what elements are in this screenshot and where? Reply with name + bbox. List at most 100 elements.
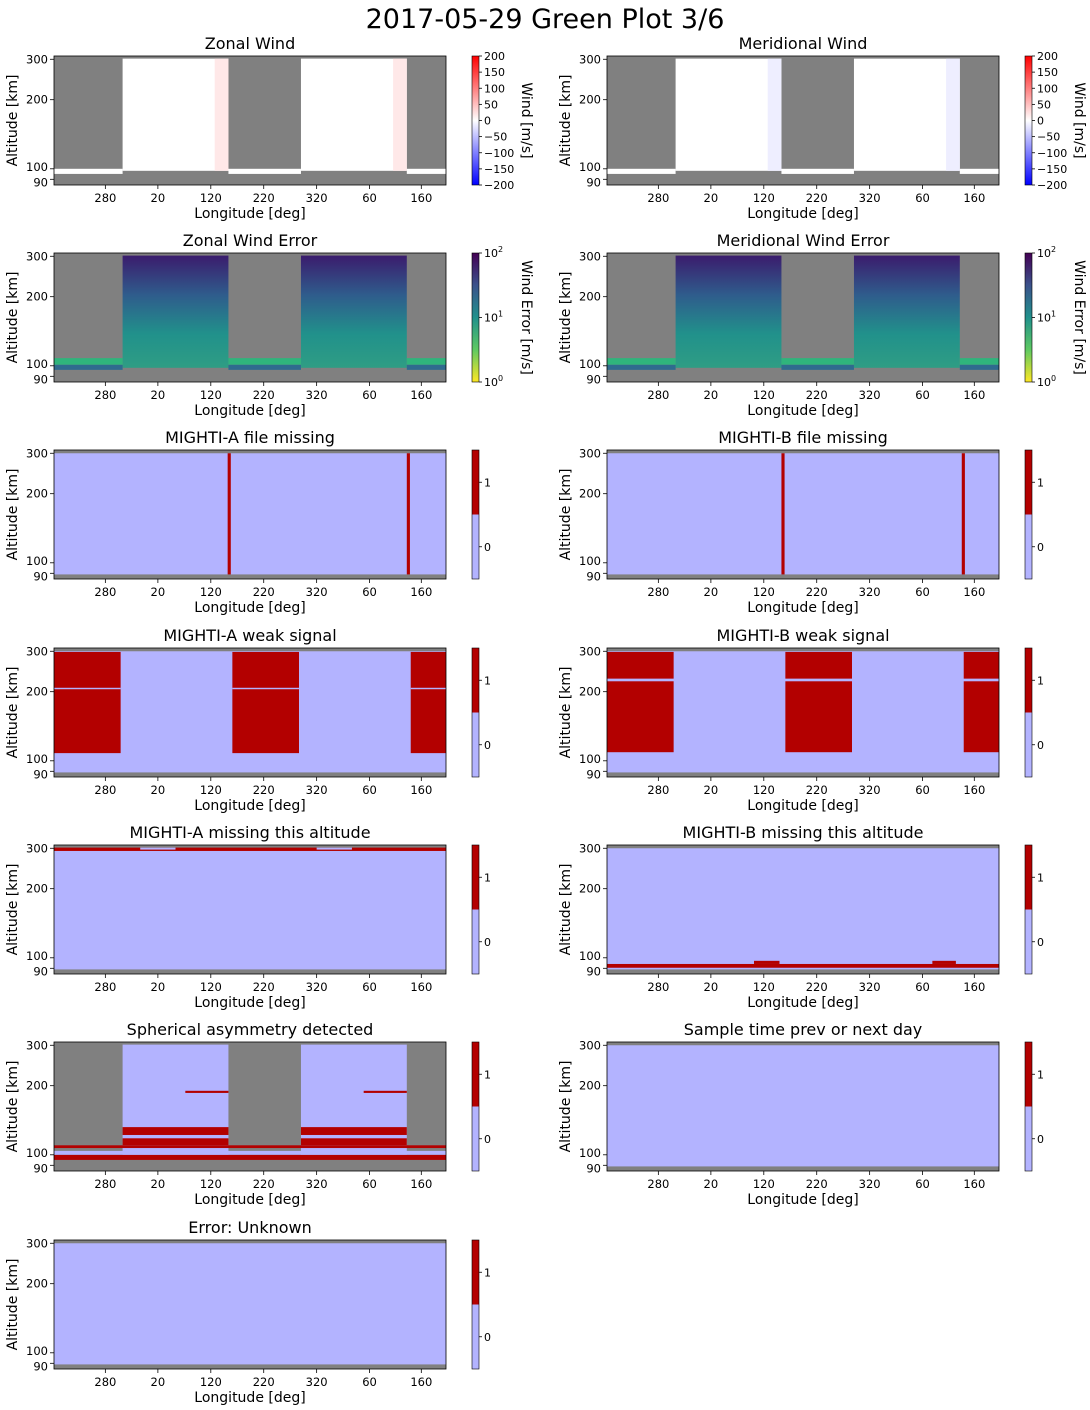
colorbar-tick-label: 100 bbox=[484, 374, 503, 389]
colorbar-tick-label: 0 bbox=[1037, 541, 1044, 554]
heatmap-content bbox=[54, 56, 446, 185]
y-tick-label: 100 bbox=[579, 949, 601, 963]
error-low-band bbox=[959, 364, 999, 370]
flag-0-gap bbox=[316, 847, 352, 850]
colorbar-fill-1 bbox=[1025, 845, 1032, 910]
x-tick-label: 320 bbox=[859, 980, 881, 994]
y-tick-label: 200 bbox=[26, 1079, 48, 1093]
error-low-band bbox=[959, 358, 999, 365]
y-tick-label: 100 bbox=[26, 357, 48, 371]
x-tick-label: 280 bbox=[94, 783, 116, 797]
colorbar-fill bbox=[472, 56, 479, 185]
colorbar-frame bbox=[471, 844, 480, 975]
colorbar-label: Wind Error [m/s] bbox=[518, 260, 534, 375]
x-tick-label: 20 bbox=[151, 980, 166, 994]
heatmap-content bbox=[54, 648, 446, 777]
wind-edge-band bbox=[946, 58, 960, 171]
wind-data-block bbox=[853, 58, 960, 171]
y-tick-label: 200 bbox=[579, 93, 601, 107]
colorbar: 102 101 100 Wind Error [m/s] bbox=[1024, 245, 1087, 389]
colorbar: 10 bbox=[471, 647, 491, 778]
y-tick-label: 90 bbox=[586, 175, 601, 189]
flag-1-block bbox=[785, 681, 852, 753]
colorbar-tick-label: 100 bbox=[1037, 82, 1058, 95]
y-axis-label: Altitude [km] bbox=[5, 864, 21, 956]
y-tick-label: 90 bbox=[33, 175, 48, 189]
x-tick-label: 120 bbox=[753, 783, 775, 797]
x-tick-label: 20 bbox=[151, 783, 166, 797]
panel-mighti-a-missing-this-altitude: MIGHTI-A missing this altitude3002001009… bbox=[5, 823, 491, 1011]
flag-0-region bbox=[54, 453, 446, 575]
colorbar-fill-1 bbox=[472, 1240, 479, 1305]
axes-frame bbox=[606, 449, 1000, 580]
y-tick-label: 100 bbox=[579, 160, 601, 174]
flag-0-region bbox=[607, 1045, 999, 1167]
x-tick-label: 220 bbox=[806, 191, 828, 205]
flag-1-block bbox=[963, 681, 999, 753]
y-tick-label: 100 bbox=[26, 1344, 48, 1358]
heatmap-content bbox=[54, 450, 446, 579]
x-tick-label: 160 bbox=[963, 191, 985, 205]
y-tick-label: 90 bbox=[33, 964, 48, 978]
x-tick-label: 220 bbox=[806, 783, 828, 797]
colorbar-fill bbox=[472, 253, 479, 382]
y-axis-label: Altitude [km] bbox=[558, 1061, 574, 1153]
colorbar-tick-label: 200 bbox=[1037, 50, 1058, 63]
y-tick-label: 200 bbox=[26, 685, 48, 699]
x-axis-label: Longitude [deg] bbox=[194, 1390, 305, 1406]
panel-mighti-b-missing-this-altitude: MIGHTI-B missing this altitude3002001009… bbox=[558, 823, 1044, 1011]
colorbar: 10 bbox=[471, 1041, 491, 1172]
flag-1-bump bbox=[932, 960, 956, 964]
x-tick-label: 320 bbox=[859, 191, 881, 205]
y-tick-label: 100 bbox=[26, 1146, 48, 1160]
wind-data-block bbox=[122, 58, 229, 171]
x-tick-label: 20 bbox=[704, 388, 719, 402]
axes-frame bbox=[606, 647, 1000, 778]
x-axis-label: Longitude [deg] bbox=[194, 995, 305, 1011]
panel-title: Meridional Wind bbox=[739, 34, 868, 53]
colorbar: 10 bbox=[471, 1239, 491, 1370]
y-axis-label: Altitude [km] bbox=[5, 272, 21, 364]
x-tick-label: 220 bbox=[253, 980, 275, 994]
x-axis-label: Longitude [deg] bbox=[194, 206, 305, 222]
flag-1-band bbox=[300, 1127, 407, 1135]
x-tick-label: 120 bbox=[200, 980, 222, 994]
colorbar-tick-label: 101 bbox=[1037, 310, 1056, 325]
axes-frame bbox=[53, 1041, 447, 1172]
x-tick-label: 120 bbox=[200, 1375, 222, 1389]
x-tick-label: 160 bbox=[410, 1177, 432, 1191]
panel-title: MIGHTI-A missing this altitude bbox=[129, 823, 370, 842]
x-tick-label: 60 bbox=[915, 1177, 930, 1191]
x-tick-label: 20 bbox=[704, 585, 719, 599]
y-tick-label: 200 bbox=[579, 290, 601, 304]
x-tick-label: 20 bbox=[151, 191, 166, 205]
colorbar-fill-0 bbox=[472, 712, 479, 777]
x-tick-label: 60 bbox=[362, 388, 377, 402]
error-low-band bbox=[781, 364, 854, 370]
y-tick-label: 90 bbox=[586, 964, 601, 978]
flag-0-stripe bbox=[232, 687, 299, 690]
y-tick-label: 200 bbox=[579, 487, 601, 501]
x-tick-label: 20 bbox=[151, 388, 166, 402]
y-tick-label: 100 bbox=[26, 752, 48, 766]
flag-1-band bbox=[300, 1138, 407, 1146]
x-tick-label: 280 bbox=[647, 191, 669, 205]
y-tick-label: 300 bbox=[26, 644, 48, 658]
error-data-block bbox=[300, 255, 407, 368]
axes-frame bbox=[53, 844, 447, 975]
x-tick-label: 60 bbox=[362, 980, 377, 994]
axes-frame bbox=[53, 55, 447, 186]
x-tick-label: 320 bbox=[306, 191, 328, 205]
colorbar: 10 bbox=[1024, 844, 1044, 975]
y-tick-label: 200 bbox=[26, 93, 48, 107]
error-low-band bbox=[607, 364, 676, 370]
colorbar-fill-1 bbox=[1025, 450, 1032, 515]
colorbar: 102 101 100 Wind Error [m/s] bbox=[471, 245, 534, 389]
x-tick-label: 160 bbox=[963, 585, 985, 599]
